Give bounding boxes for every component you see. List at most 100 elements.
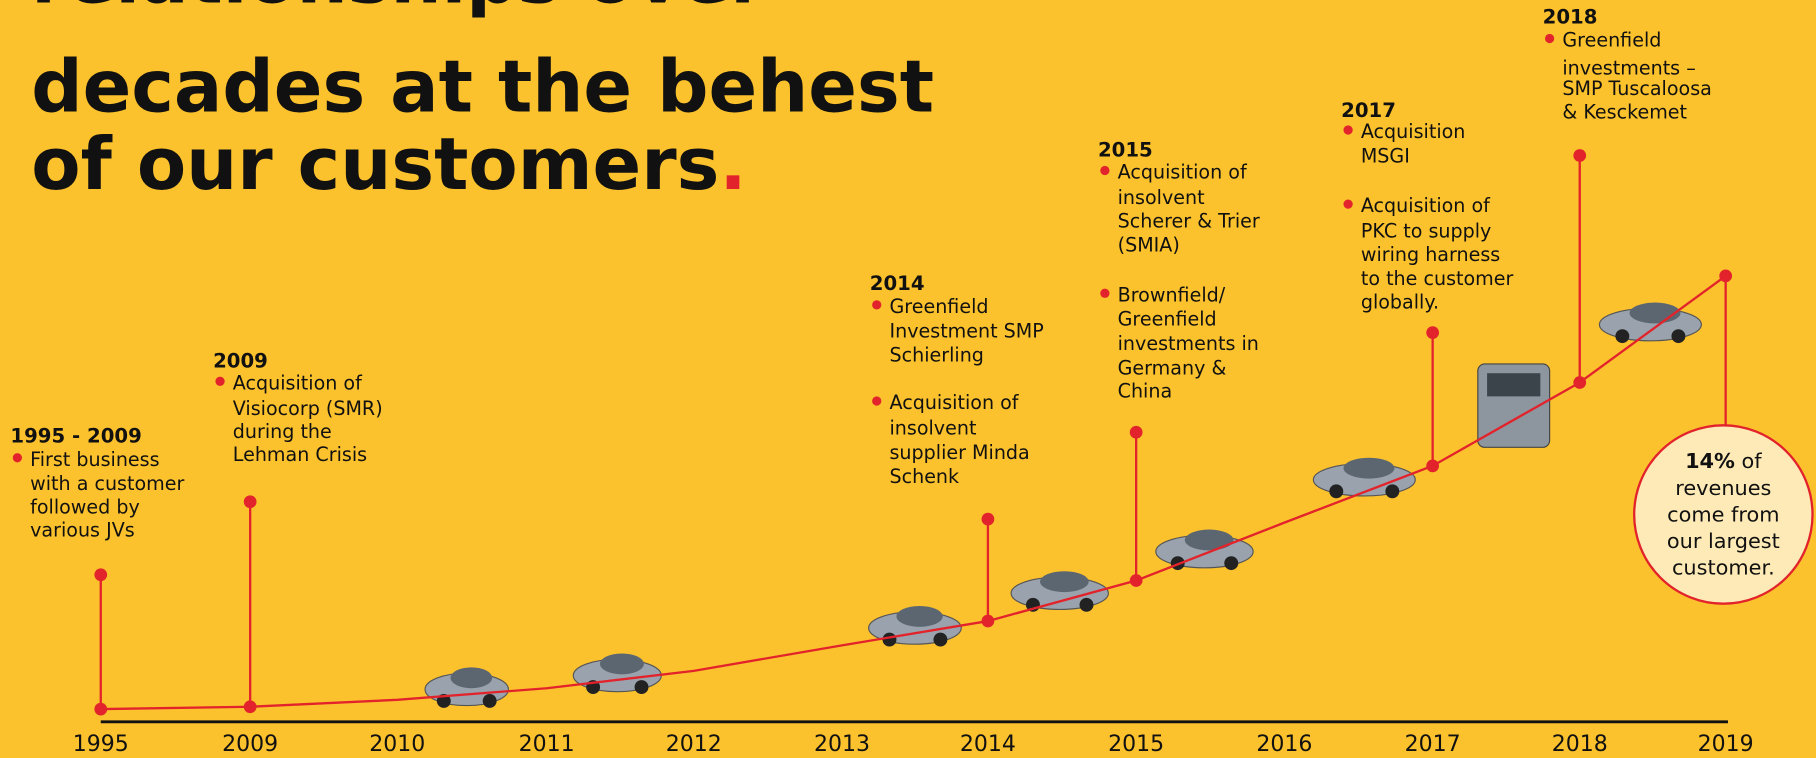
wheel <box>1615 329 1629 343</box>
event-text: investments – <box>1562 56 1695 79</box>
axis-label: 2010 <box>369 732 425 757</box>
page: relationships overdecades at the behesto… <box>0 0 1816 758</box>
event-text: Investment SMP <box>889 319 1043 342</box>
dot <box>1573 149 1586 162</box>
title-line: of our customers. <box>31 122 746 206</box>
dot <box>1130 574 1143 587</box>
dot <box>1130 426 1143 439</box>
event-text: Greenfield <box>1118 308 1217 331</box>
event-text: supplier Minda <box>889 441 1029 464</box>
wheel <box>1329 484 1343 498</box>
event-text: Acquisition <box>1361 120 1466 143</box>
car-roof <box>1040 571 1089 592</box>
wheel <box>635 680 649 694</box>
event-year: 2009 <box>213 349 268 372</box>
car-roof <box>1185 530 1234 551</box>
bullet <box>872 300 881 309</box>
event-text: Acquisition of <box>1361 194 1491 217</box>
car-roof <box>451 667 493 688</box>
car-roof <box>896 606 942 627</box>
wheel <box>1385 484 1399 498</box>
callout-line: of <box>1742 449 1763 473</box>
dot <box>982 615 995 628</box>
callout-highlight: 14% <box>1685 449 1735 473</box>
event-text: First business <box>30 448 160 471</box>
event-year: 2018 <box>1543 5 1598 28</box>
axis-label: 2013 <box>814 732 870 757</box>
callout-line: customer. <box>1672 556 1775 580</box>
wheel <box>1224 556 1238 570</box>
bullet <box>13 453 22 462</box>
event-text: (SMIA) <box>1118 234 1180 257</box>
axis-label: 2016 <box>1256 732 1312 757</box>
event-year: 2015 <box>1098 139 1153 162</box>
callout-text: our largest <box>1667 529 1780 553</box>
dot <box>244 700 257 713</box>
dot <box>982 513 995 526</box>
axis-label: 2014 <box>960 732 1016 757</box>
timeline: relationships overdecades at the behesto… <box>0 0 1816 758</box>
dot <box>1426 326 1439 339</box>
wheel <box>933 633 947 647</box>
dot <box>1719 270 1732 283</box>
bullet <box>1100 166 1109 175</box>
bullet <box>1100 289 1109 298</box>
callout-line: our largest <box>1667 529 1780 553</box>
event-text: followed by <box>30 495 140 518</box>
event-text: Brownfield/ <box>1118 283 1226 306</box>
callout-line: revenues <box>1675 476 1771 500</box>
dot <box>1426 459 1439 472</box>
truck-window <box>1487 373 1540 396</box>
callout-text: revenues <box>1675 476 1771 500</box>
dot <box>94 703 107 716</box>
event-text: investments in <box>1118 332 1259 355</box>
bullet <box>1545 34 1554 43</box>
callout-line: come from <box>1667 502 1779 526</box>
dot <box>244 495 257 508</box>
axis-label: 2015 <box>1108 732 1164 757</box>
title-end: . <box>719 122 746 206</box>
car-roof <box>1630 303 1681 324</box>
axis-label: 2017 <box>1405 732 1461 757</box>
axis-label: 2011 <box>519 732 575 757</box>
event-text: MSGI <box>1361 144 1410 167</box>
title-line: decades at the behest <box>31 44 934 128</box>
event-text: Lehman Crisis <box>233 443 367 466</box>
axis-label: 2018 <box>1552 732 1608 757</box>
event-text: with a customer <box>30 472 184 495</box>
dot <box>94 568 107 581</box>
event-year: 1995 - 2009 <box>10 425 141 448</box>
event-text: Schenk <box>889 465 959 488</box>
bullet <box>872 396 881 405</box>
axis-label: 2009 <box>222 732 278 757</box>
wheel <box>483 694 497 708</box>
car-roof <box>600 653 644 674</box>
event-text: Visiocorp (SMR) <box>233 397 383 420</box>
event-text: Acquisition of <box>1118 161 1248 184</box>
event-year: 2017 <box>1341 99 1396 122</box>
event-text: insolvent <box>1118 186 1205 209</box>
event-text: Acquisition of <box>889 391 1019 414</box>
event-text: to the customer <box>1361 267 1514 290</box>
title-line: relationships over <box>31 0 766 20</box>
axis-label: 2019 <box>1698 732 1754 757</box>
wheel <box>1080 598 1094 612</box>
event-text: insolvent <box>889 417 976 440</box>
axis-label: 1995 <box>73 732 129 757</box>
callout-text: come from <box>1667 502 1779 526</box>
dot <box>1573 376 1586 389</box>
bullet <box>1343 125 1352 134</box>
event-text: PKC to supply <box>1361 220 1492 243</box>
car-roof <box>1343 458 1394 479</box>
event-text: Schierling <box>889 344 983 367</box>
axis-label: 2012 <box>666 732 722 757</box>
event-text: SMP Tuscaloosa <box>1562 77 1712 100</box>
callout-text: customer. <box>1672 556 1775 580</box>
event-text: during the <box>233 420 332 443</box>
event-text: & Kesckemet <box>1562 100 1687 123</box>
bullet <box>1343 199 1352 208</box>
event-year: 2014 <box>870 272 925 295</box>
event-text: globally. <box>1361 290 1439 313</box>
bullet <box>215 377 224 386</box>
event-text: various JVs <box>30 519 135 542</box>
